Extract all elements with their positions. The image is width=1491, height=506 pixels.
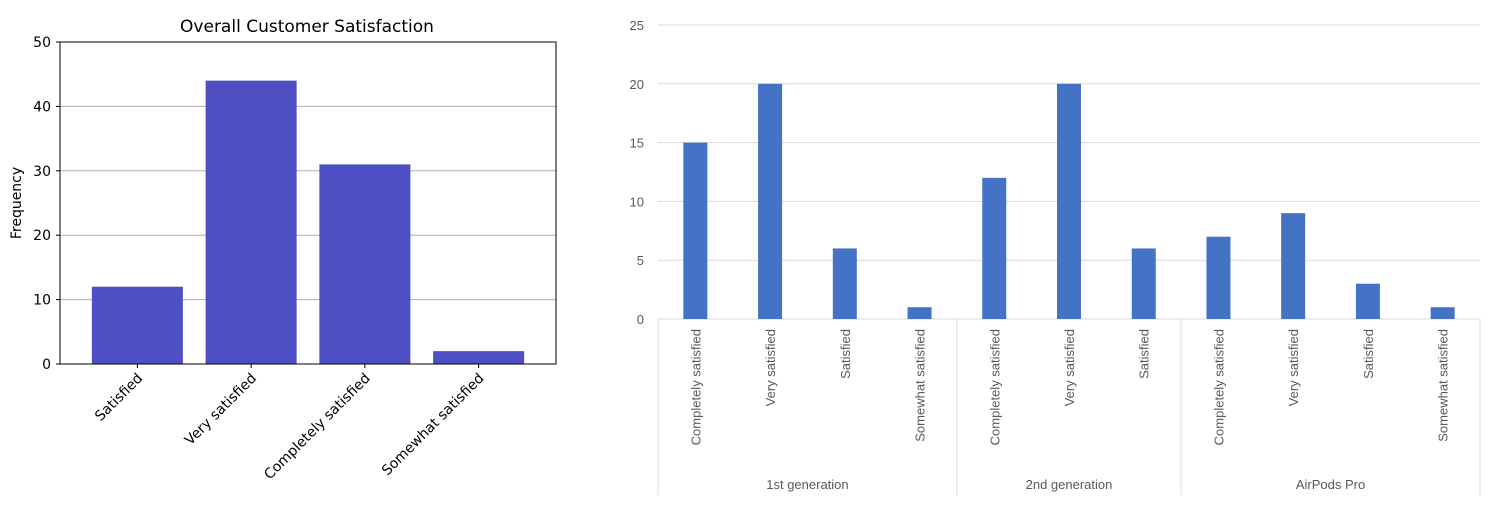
bar [205,80,297,364]
x-tick-label: Very satisfied [1062,329,1077,406]
x-tick-label: Completely satisfied [688,329,703,445]
y-tick-label: 20 [630,77,644,92]
y-tick-label: 25 [630,18,644,33]
chart-title: Overall Customer Satisfaction [180,17,434,37]
y-tick-label: 40 [33,99,51,115]
x-tick-label: Somewhat satisfied [1436,329,1451,442]
x-tick-label: Satisfied [92,371,146,425]
bar [907,307,932,319]
bar [758,83,783,319]
y-tick-label: 5 [637,253,644,268]
bar [982,177,1007,319]
y-axis-label: Frequency [9,167,25,239]
bar [1281,213,1306,319]
bar [1131,248,1156,319]
y-tick-label: 10 [630,194,644,209]
group-label: AirPods Pro [1296,477,1365,492]
y-tick-label: 50 [33,35,51,51]
bar [319,164,411,364]
y-tick-label: 20 [33,228,51,244]
y-tick-label: 10 [33,293,51,309]
bar [1355,283,1380,319]
x-tick-label: Very satisfied [182,371,260,449]
bar [832,248,857,319]
x-tick-label: Somewhat satisfied [913,329,928,442]
y-tick-label: 0 [637,312,644,327]
bar [91,286,183,364]
bar [683,142,708,319]
group-label: 1st generation [766,477,848,492]
x-tick-label: Somewhat satisfied [379,371,487,479]
bar [1057,83,1081,319]
plot-frame [59,41,557,365]
y-tick-label: 15 [630,136,644,151]
x-tick-label: Completely satisfied [1211,329,1226,445]
bar [1430,307,1455,319]
bar [433,351,525,364]
x-tick-label: Satisfied [1137,329,1152,379]
y-tick-label: 0 [42,357,51,373]
x-tick-label: Very satisfied [763,329,778,406]
group-label: 2nd generation [1026,477,1113,492]
bar [1206,236,1231,319]
x-tick-label: Satisfied [1361,329,1376,379]
x-tick-label: Completely satisfied [261,371,373,483]
y-tick-label: 30 [33,164,51,180]
x-tick-label: Very satisfied [1286,329,1301,406]
x-tick-label: Completely satisfied [987,329,1002,445]
airpods-generation-bar-chart: 0 5 10 15 20 25 Completely satisfied Very satis… [630,18,1481,495]
x-tick-label: Satisfied [838,329,853,379]
satisfaction-bar-chart: Overall Customer Satisfaction Frequency … [9,17,557,483]
